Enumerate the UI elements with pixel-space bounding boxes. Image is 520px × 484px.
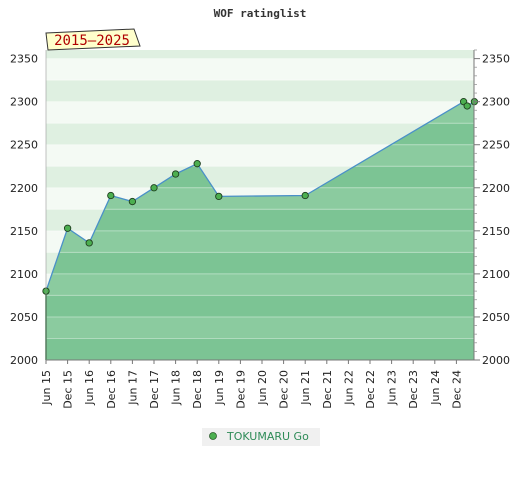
x-tick-label: Jun 16	[83, 370, 96, 406]
background-band	[46, 58, 474, 81]
y-tick-label-right: 2000	[482, 354, 510, 367]
x-tick-label: Jun 24	[429, 370, 442, 406]
y-tick-label-left: 2050	[10, 311, 38, 324]
y-tick-label-right: 2350	[482, 53, 510, 66]
area-band	[46, 230, 474, 253]
y-tick-label-right: 2150	[482, 225, 510, 238]
x-tick-label: Jun 20	[256, 370, 269, 406]
legend: TOKUMARU Go	[202, 428, 320, 446]
area-band	[46, 316, 474, 339]
y-tick-label-left: 2300	[10, 96, 38, 109]
background-band	[46, 50, 474, 59]
x-tick-label: Dec 15	[62, 370, 75, 409]
area-band	[46, 273, 474, 296]
x-tick-label: Jun 18	[170, 370, 183, 406]
legend-label: TOKUMARU Go	[226, 430, 309, 443]
background-band	[46, 101, 474, 124]
period-badge: 2015–2025	[45, 28, 141, 51]
legend-box	[202, 428, 320, 446]
x-tick-label: Dec 19	[234, 370, 247, 409]
y-tick-label-left: 2000	[10, 354, 38, 367]
x-tick-label: Dec 18	[191, 370, 204, 409]
y-tick-label-left: 2200	[10, 182, 38, 195]
data-point	[171, 170, 180, 178]
data-point	[107, 191, 115, 200]
x-tick-label: Jun 17	[126, 370, 139, 406]
x-tick-label: Dec 22	[364, 370, 377, 409]
y-tick-label-right: 2250	[482, 139, 510, 152]
data-point	[215, 192, 223, 201]
x-tick-label: Dec 20	[278, 370, 291, 409]
y-tick-label-right: 2300	[482, 96, 510, 109]
y-tick-label-right: 2100	[482, 268, 510, 281]
axis-layer: 2000 2000 2050 2050 2100 2100 2150 2150 2200 2200…	[10, 49, 510, 409]
y-tick-label-right: 2050	[482, 311, 510, 324]
x-tick-label: Jun 15	[40, 370, 53, 406]
background-band	[46, 123, 474, 145]
x-tick-label: Jun 21	[299, 370, 312, 406]
data-point	[85, 239, 93, 247]
area-band	[46, 338, 474, 360]
area-band	[46, 209, 474, 231]
x-tick-label: Jun 22	[342, 370, 355, 406]
data-point	[193, 160, 201, 168]
y-tick-label-left: 2250	[10, 139, 38, 152]
y-tick-label-left: 2100	[10, 268, 38, 281]
grid-layer	[46, 58, 474, 339]
data-point	[150, 184, 158, 192]
y-tick-label-right: 2200	[482, 182, 510, 195]
marker-layer	[42, 98, 479, 295]
data-point	[301, 191, 309, 200]
area-band	[46, 295, 474, 317]
period-badge-text: 2015–2025	[54, 33, 130, 49]
legend-marker	[209, 432, 217, 440]
data-point	[128, 197, 137, 206]
area-band	[46, 187, 474, 210]
period-badge-box	[45, 28, 141, 51]
x-tick-label: Dec 16	[105, 370, 118, 409]
area-band	[46, 252, 474, 274]
chart-title: WOF ratinglist	[214, 7, 307, 20]
y-tick-label-left: 2150	[10, 225, 38, 238]
data-point	[463, 102, 471, 110]
x-tick-label: Dec 23	[407, 370, 420, 409]
x-tick-label: Jun 19	[213, 370, 226, 406]
y-tick-label-left: 2350	[10, 53, 38, 66]
background-band	[46, 80, 474, 102]
x-tick-label: Dec 21	[321, 370, 334, 409]
x-tick-label: Dec 24	[450, 370, 463, 409]
x-tick-label: Dec 17	[148, 370, 161, 409]
x-tick-label: Jun 23	[386, 370, 399, 406]
data-point	[63, 224, 72, 232]
